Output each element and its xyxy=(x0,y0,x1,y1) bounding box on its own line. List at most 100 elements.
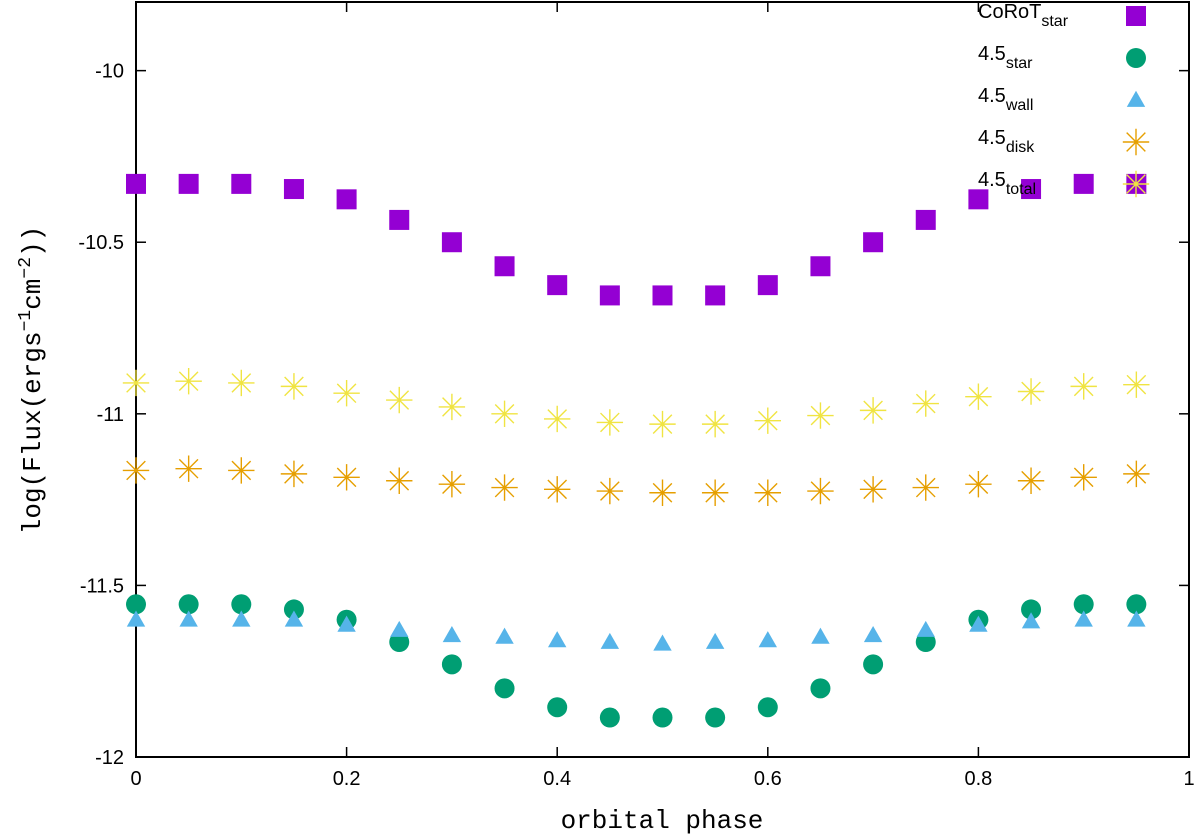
data-point-4.5_star xyxy=(441,654,462,675)
data-point-4.5_total xyxy=(175,368,202,395)
data-point-4.5_total xyxy=(649,410,676,438)
y-axis-label-prefix: log(Flux(ergs xyxy=(18,331,48,534)
x-axis-label: orbital phase xyxy=(561,806,764,836)
y-axis-label: log(Flux(ergs−1cm−2)) xyxy=(16,226,48,535)
data-point-4.5_star xyxy=(599,707,620,728)
data-point-4.5_wall xyxy=(758,631,777,648)
data-point-4.5_total xyxy=(859,397,887,424)
data-point-CoRoT_star xyxy=(231,173,252,194)
data-point-4.5_wall xyxy=(600,632,620,649)
y-tick-label: -10 xyxy=(95,61,124,83)
data-point-4.5_wall xyxy=(284,610,304,627)
data-point-CoRoT_star xyxy=(1021,179,1042,200)
legend-marker-CoRoT_star xyxy=(1126,6,1146,26)
data-point-4.5_disk xyxy=(649,479,676,506)
data-point-4.5_total xyxy=(965,383,992,410)
legend-label-4.5_star: 4.5star xyxy=(978,43,1033,72)
data-point-4.5_total xyxy=(807,402,834,429)
legend-label-main: 4.5 xyxy=(978,169,1006,191)
legend-label-4.5_total: 4.5total xyxy=(978,169,1036,198)
data-point-4.5_star xyxy=(126,594,146,615)
data-point-4.5_disk xyxy=(544,476,571,503)
data-point-4.5_total xyxy=(386,386,413,414)
data-point-4.5_disk xyxy=(228,457,255,484)
legend-label-main: 4.5 xyxy=(978,127,1006,149)
series-4.5_wall xyxy=(126,610,1146,651)
data-point-4.5_wall xyxy=(442,625,462,643)
x-tick-label: 0.8 xyxy=(964,768,992,790)
data-point-4.5_star xyxy=(231,594,252,615)
x-tick-label: 1 xyxy=(1183,768,1194,790)
legend-label-CoRoT_star: CoRoTstar xyxy=(978,1,1069,30)
legend-label-sub: disk xyxy=(1006,139,1035,156)
series-CoRoT_star xyxy=(126,173,1147,306)
data-point-4.5_total xyxy=(122,369,150,397)
data-point-4.5_wall xyxy=(705,632,725,649)
y-tick-label: -12 xyxy=(95,747,124,769)
y-tick-label: -11.5 xyxy=(80,575,124,597)
data-point-4.5_wall xyxy=(1021,612,1041,629)
data-point-4.5_disk xyxy=(596,477,624,505)
data-point-4.5_wall xyxy=(811,627,830,644)
data-point-4.5_star xyxy=(810,678,831,699)
data-point-4.5_disk xyxy=(701,479,729,506)
data-point-CoRoT_star xyxy=(652,285,673,306)
data-point-4.5_wall xyxy=(548,631,567,648)
legend-label-sub: star xyxy=(1006,55,1033,72)
data-point-4.5_total xyxy=(438,393,466,421)
data-point-4.5_disk xyxy=(122,457,150,484)
data-point-CoRoT_star xyxy=(915,209,936,230)
data-point-4.5_wall xyxy=(863,625,883,643)
data-point-4.5_wall xyxy=(916,620,935,637)
data-point-4.5_disk xyxy=(333,464,360,491)
data-point-4.5_disk xyxy=(1123,460,1150,488)
data-point-4.5_star xyxy=(389,632,410,653)
data-point-CoRoT_star xyxy=(757,275,778,296)
data-point-4.5_disk xyxy=(491,474,518,501)
legend-label-sub: total xyxy=(1006,181,1036,198)
data-point-4.5_total xyxy=(754,407,781,434)
data-point-4.5_star xyxy=(863,654,884,675)
data-point-4.5_wall xyxy=(390,620,409,637)
data-point-4.5_disk xyxy=(754,479,781,506)
data-point-4.5_total xyxy=(280,373,308,400)
data-point-4.5_disk xyxy=(438,470,466,498)
data-point-4.5_disk xyxy=(1017,467,1045,494)
series-4.5_disk xyxy=(122,455,1150,506)
data-point-4.5_wall xyxy=(232,610,251,627)
data-point-4.5_star xyxy=(494,678,515,699)
data-point-4.5_disk xyxy=(859,476,887,503)
data-point-4.5_star xyxy=(705,707,726,728)
data-point-4.5_wall xyxy=(969,615,988,632)
legend-label-main: 4.5 xyxy=(978,85,1006,107)
data-point-CoRoT_star xyxy=(705,285,726,306)
y-tick-label: -11 xyxy=(97,404,124,426)
data-point-4.5_wall xyxy=(126,610,146,627)
legend-label-main: 4.5 xyxy=(978,43,1006,65)
data-point-4.5_wall xyxy=(179,610,198,627)
y-axis-label-exp2: −2 xyxy=(16,257,36,279)
data-point-4.5_wall xyxy=(653,634,672,651)
data-point-CoRoT_star xyxy=(547,275,568,296)
data-point-CoRoT_star xyxy=(178,173,199,194)
data-point-4.5_total xyxy=(1070,373,1097,400)
y-axis-label-suffix: )) xyxy=(18,226,48,257)
data-point-CoRoT_star xyxy=(126,173,146,194)
x-tick-label: 0.4 xyxy=(543,768,571,790)
data-point-CoRoT_star xyxy=(336,189,357,210)
data-point-4.5_wall xyxy=(1074,610,1093,627)
data-point-4.5_disk xyxy=(386,467,413,494)
series-4.5_total xyxy=(122,368,1150,438)
legend-label-sub: star xyxy=(1041,13,1068,30)
data-point-4.5_disk xyxy=(912,474,939,501)
data-point-4.5_star xyxy=(1073,594,1094,615)
data-point-4.5_total xyxy=(544,405,571,433)
data-point-4.5_total xyxy=(333,380,360,407)
data-point-4.5_star xyxy=(547,697,568,718)
legend-marker-4.5_total xyxy=(1122,170,1150,198)
data-point-4.5_total xyxy=(1123,371,1150,398)
data-point-4.5_wall xyxy=(1127,610,1146,627)
y-axis-label-exp1: −1 xyxy=(16,310,36,332)
